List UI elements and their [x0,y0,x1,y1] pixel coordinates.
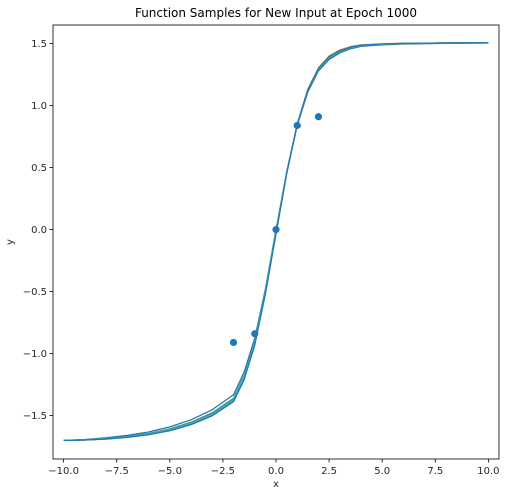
y-axis: −1.5 −1.0 −0.5 0.0 0.5 1.0 1.5 [23,39,53,422]
series-line-6 [63,42,489,442]
y-tick-label: 0.0 [31,225,47,236]
x-tick-label: 2.5 [321,466,337,477]
series-line-10 [63,42,489,442]
chart-title: Function Samples for New Input at Epoch … [135,6,417,20]
y-tick-label: 0.5 [31,163,47,174]
series-lines [63,42,489,442]
series-line-7 [63,42,489,442]
x-axis-label: x [273,479,279,490]
y-tick-label: −1.5 [23,411,47,422]
x-tick-label: −2.5 [211,466,235,477]
scatter-point-1 [229,338,238,347]
series-line-3 [63,42,489,442]
scatter-point-5 [314,113,323,121]
scatter-point-3 [272,226,280,234]
series-line-9 [63,42,489,442]
plot-frame [52,24,500,460]
scatter-point-2 [251,330,259,338]
y-tick-label: 1.5 [31,39,47,50]
series-line-2 [63,42,489,442]
y-tick-label: 1.0 [31,101,47,112]
series-line-11 [63,42,489,442]
x-axis: −10.0 −7.5 −5.0 −2.5 0.0 2.5 5.0 7.5 10.0 [48,459,500,477]
x-tick-label: −10.0 [48,466,79,477]
y-axis-label: y [5,239,16,245]
x-tick-label: −5.0 [158,466,182,477]
x-tick-label: 5.0 [374,466,390,477]
x-tick-label: −7.5 [105,466,129,477]
series-line-5 [63,42,489,442]
x-tick-label: 7.5 [427,466,443,477]
scatter-point-4 [293,121,301,130]
y-tick-label: −0.5 [23,287,47,298]
series-line-4 [63,42,489,442]
y-tick-label: −1.0 [23,349,47,360]
series-line-1 [63,42,489,442]
x-tick-label: 10.0 [477,466,499,477]
x-tick-label: 0.0 [268,466,284,477]
scatter-points [229,113,323,347]
series-line-8 [63,42,489,442]
